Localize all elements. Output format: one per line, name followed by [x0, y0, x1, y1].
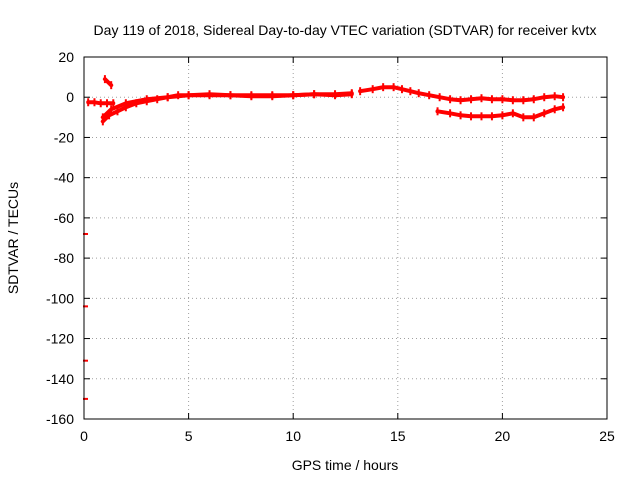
y-tick-label: -20	[54, 129, 74, 145]
x-tick-label: 5	[185, 428, 193, 444]
y-tick-label: -120	[46, 331, 74, 347]
x-tick-label: 25	[599, 428, 615, 444]
plot-frame	[83, 56, 608, 420]
y-tick-label: -60	[54, 210, 74, 226]
x-tick-label: 0	[80, 428, 88, 444]
series-track-upper	[100, 92, 354, 120]
chart-title: Day 119 of 2018, Sidereal Day-to-day VTE…	[94, 22, 597, 38]
x-tick-label: 20	[495, 428, 511, 444]
x-tick-label: 10	[285, 428, 301, 444]
axis-ticks: 0 5 10 15 20 25 20 0 -20 -40 -60 -80 -100 -120 -140 -16…	[46, 49, 615, 444]
y-tick-label: -40	[54, 170, 74, 186]
grid	[84, 57, 607, 419]
y-tick-label: 0	[66, 89, 74, 105]
y-tick-label: 20	[58, 49, 74, 65]
y-tick-label: -80	[54, 250, 74, 266]
y-tick-label: -100	[46, 290, 74, 306]
x-tick-label: 15	[390, 428, 406, 444]
x-axis-label: GPS time / hours	[292, 457, 399, 473]
series-track-after	[358, 85, 566, 103]
series-spike	[102, 77, 114, 88]
y-axis-label: SDTVAR / TECUs	[5, 182, 21, 294]
data-series	[83, 75, 566, 400]
y-tick-label: -160	[46, 411, 74, 427]
y-tick-label: -140	[46, 371, 74, 387]
